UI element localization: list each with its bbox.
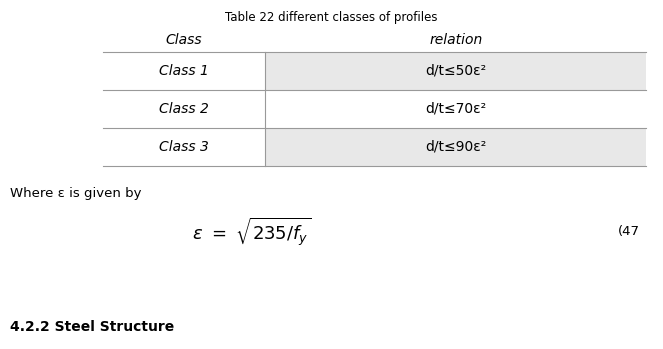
Text: (47: (47	[618, 225, 640, 238]
Text: Class: Class	[166, 33, 202, 47]
Text: relation: relation	[429, 33, 483, 47]
Bar	[265, 52, 646, 90]
Text: d/t≤90ε²: d/t≤90ε²	[425, 140, 487, 154]
Text: Class 2: Class 2	[159, 102, 209, 116]
Text: $\varepsilon \ = \ \sqrt{235/f_y}$: $\varepsilon \ = \ \sqrt{235/f_y}$	[192, 216, 312, 248]
Text: Table 22 different classes of profiles: Table 22 different classes of profiles	[225, 11, 438, 24]
Text: Class 1: Class 1	[159, 64, 209, 78]
Text: 4.2.2 Steel Structure: 4.2.2 Steel Structure	[10, 320, 174, 334]
Text: d/t≤50ε²: d/t≤50ε²	[425, 64, 487, 78]
Text: Where ε is given by: Where ε is given by	[10, 187, 141, 200]
Bar	[265, 128, 646, 166]
Text: Class 3: Class 3	[159, 140, 209, 154]
Text: d/t≤70ε²: d/t≤70ε²	[425, 102, 487, 116]
